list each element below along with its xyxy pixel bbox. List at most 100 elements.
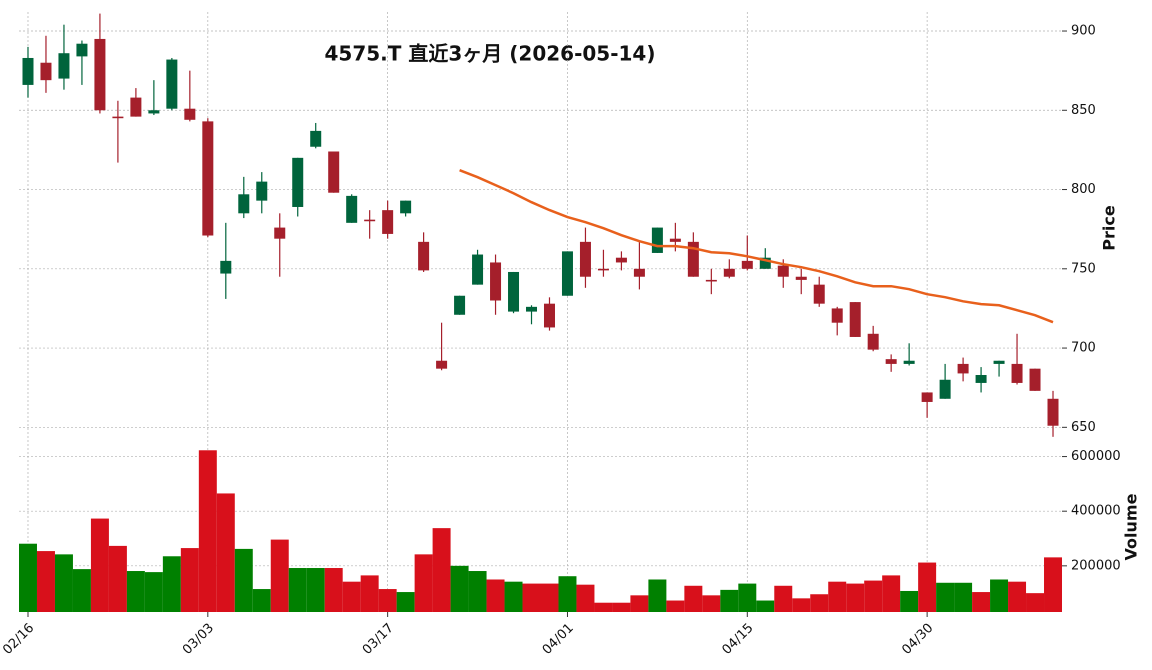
candle-body: [903, 360, 915, 364]
candle-body: [292, 157, 304, 207]
candle-body: [831, 308, 843, 323]
volume-bar: [360, 575, 379, 612]
volume-bar: [828, 581, 847, 612]
volume-bar: [36, 551, 55, 612]
volume-bar: [900, 590, 919, 612]
volume-bar: [612, 602, 631, 612]
candle-body: [1047, 398, 1059, 426]
x-tick-label: 04/30: [899, 621, 936, 658]
candle-body: [759, 257, 771, 269]
candle-body: [849, 302, 861, 337]
volume-bar: [522, 583, 541, 612]
volume-tick-label: 400000: [1071, 504, 1121, 519]
volume-bar: [72, 569, 91, 612]
volume-bar: [1044, 557, 1062, 612]
volume-bar: [252, 589, 271, 612]
y-tick-label: 800: [1071, 182, 1096, 197]
volume-bar: [396, 592, 415, 612]
x-tick-label: 03/03: [180, 621, 217, 658]
candle-body: [148, 110, 160, 114]
y-tick-label: 750: [1071, 261, 1096, 276]
volume-bar: [126, 571, 145, 612]
chart-title: 4575.T 直近3ヶ月 (2026-05-14): [325, 42, 656, 66]
candle-body: [939, 379, 951, 399]
volume-bar: [342, 581, 361, 612]
candle-body: [867, 333, 879, 350]
volume-bar: [594, 602, 613, 612]
candle-body: [633, 268, 645, 277]
volume-bar: [288, 568, 307, 612]
candle-body: [40, 62, 52, 81]
volume-bar: [270, 539, 289, 612]
y-tick-label: 900: [1071, 24, 1096, 39]
volume-bar: [468, 571, 487, 612]
y-tick-label: 850: [1071, 103, 1096, 118]
candle-body: [993, 360, 1005, 364]
candle-body: [328, 151, 340, 193]
candle-body: [220, 260, 232, 274]
volume-bar: [774, 585, 793, 612]
volume-bar: [1026, 593, 1045, 612]
y-axis-label: Price: [1100, 205, 1119, 251]
volume-bar: [882, 575, 901, 612]
candle-body: [687, 241, 699, 277]
y-tick-label: 650: [1071, 420, 1096, 435]
candle-body: [418, 241, 430, 271]
volume-bar: [306, 568, 325, 612]
volume-bar: [720, 589, 739, 612]
volume-bar: [576, 584, 595, 612]
candle-body: [975, 375, 987, 383]
volume-bar: [540, 583, 559, 612]
x-tick-label: 04/15: [720, 621, 757, 658]
candle-body: [579, 241, 591, 277]
candle-body: [921, 392, 933, 402]
candle-body: [346, 195, 358, 223]
volume-bar: [1008, 581, 1027, 612]
candle-body: [112, 116, 124, 119]
volume-bar: [144, 572, 163, 612]
candle-body: [76, 43, 88, 57]
candle-body: [166, 59, 178, 109]
candle-body: [885, 359, 897, 364]
volume-bar: [756, 600, 775, 612]
volume-bar: [738, 583, 757, 612]
volume-bar: [558, 576, 577, 612]
candle-body: [202, 121, 214, 236]
candle-body: [813, 284, 825, 304]
candle-body: [597, 268, 609, 271]
candle-body: [274, 227, 286, 239]
volume-axis-label: Volume: [1122, 493, 1141, 560]
y-tick-label: 700: [1071, 341, 1096, 356]
candle-body: [454, 295, 466, 315]
volume-bar: [864, 580, 883, 612]
volume-bar: [19, 543, 37, 612]
candle-body: [130, 97, 142, 117]
x-tick-label: 03/17: [360, 621, 397, 658]
x-tick-label: 04/01: [540, 621, 577, 658]
candle-body: [472, 254, 484, 285]
candle-body: [364, 219, 376, 222]
volume-bar: [324, 568, 343, 612]
candle-body: [400, 200, 412, 214]
volume-bar: [216, 493, 235, 612]
volume-bar: [180, 548, 199, 612]
x-tick-label: 02/16: [0, 621, 37, 658]
volume-bar: [378, 589, 397, 612]
candle-body: [238, 194, 250, 214]
volume-bar: [234, 548, 253, 612]
volume-bar: [792, 598, 811, 612]
candle-body: [615, 257, 627, 263]
candle-body: [741, 260, 753, 269]
moving-average-line: [459, 169, 1054, 324]
candle-body: [508, 271, 520, 312]
candle-body: [94, 38, 106, 111]
candle-body: [561, 251, 573, 296]
volume-bar: [648, 579, 667, 612]
volume-bar: [684, 585, 703, 612]
candle-body: [526, 306, 538, 312]
volume-bar: [630, 595, 649, 612]
candle-body: [184, 108, 196, 120]
volume-bar: [918, 562, 937, 612]
candle-body: [957, 363, 969, 374]
volume-bar: [702, 595, 721, 612]
